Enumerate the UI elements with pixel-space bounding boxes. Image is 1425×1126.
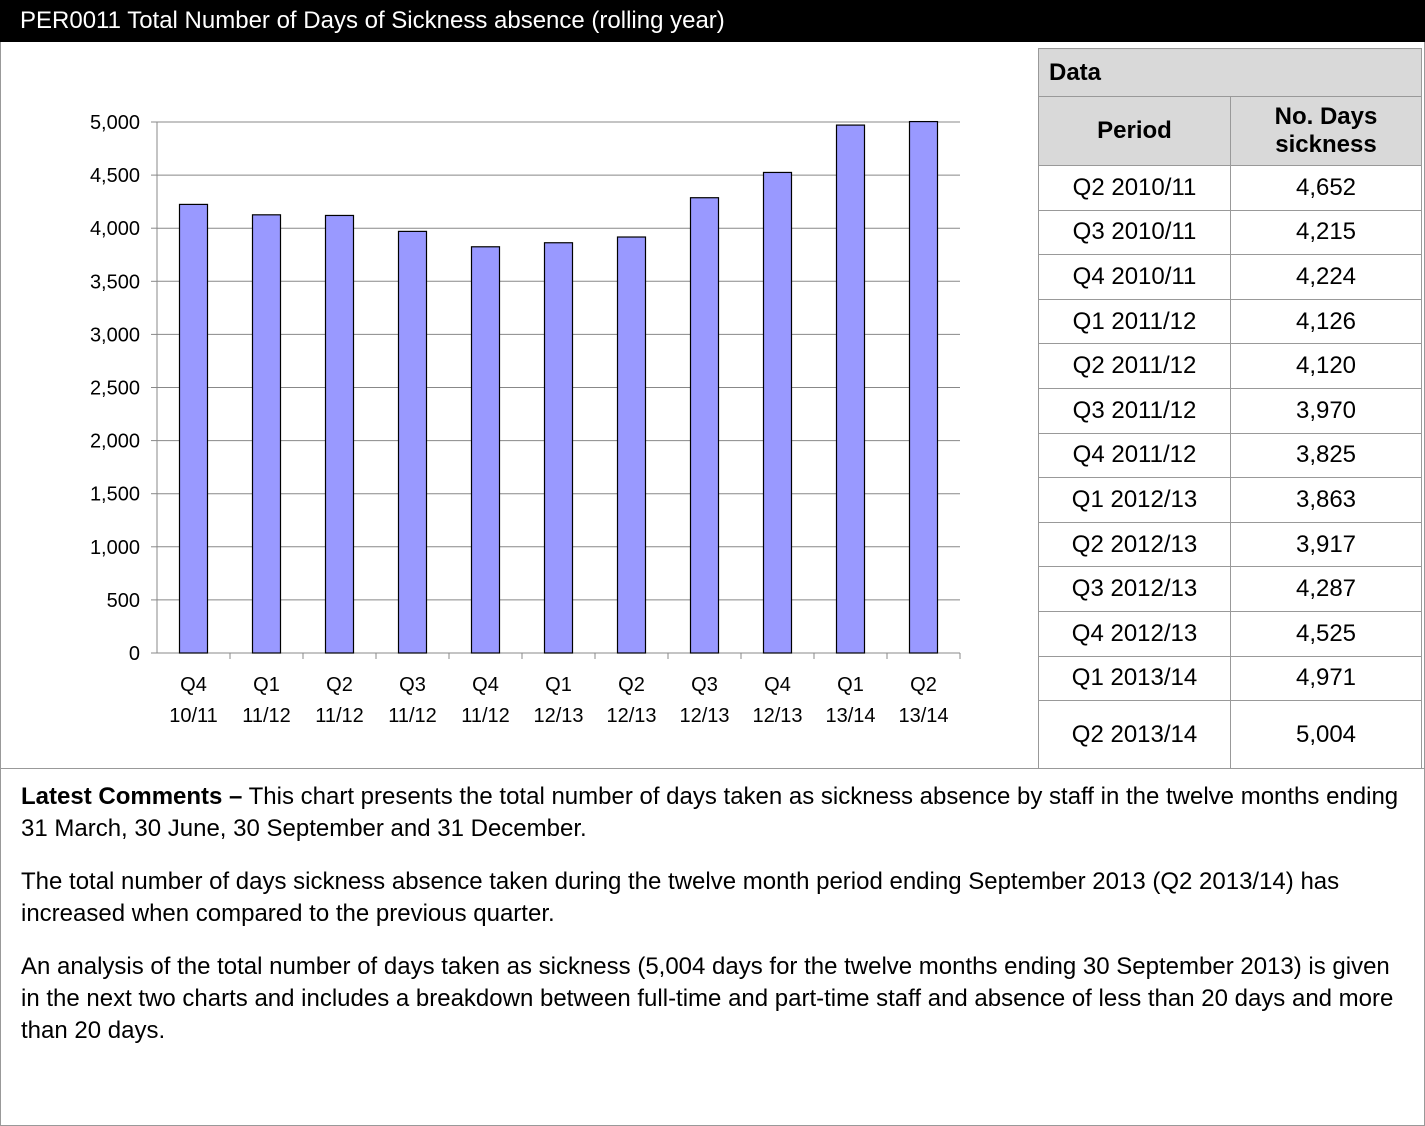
table-period: Q2 2012/13 xyxy=(1038,521,1231,568)
header-title: PER0011 Total Number of Days of Sickness… xyxy=(0,0,1425,42)
bar xyxy=(178,203,209,654)
table-period: Q2 2010/11 xyxy=(1038,165,1231,211)
table-period: Q2 2011/12 xyxy=(1038,343,1231,389)
comment-paragraph: Latest Comments – This chart presents th… xyxy=(21,781,1401,845)
border xyxy=(0,42,1,768)
comment-text: This chart presents the total number of … xyxy=(21,783,1399,842)
comments: Latest Comments – This chart presents th… xyxy=(0,768,1425,1126)
x-tick-label: Q2 13/14 xyxy=(898,674,948,727)
table-period: Q3 2010/11 xyxy=(1038,209,1231,256)
bar xyxy=(616,236,647,654)
table-period: Q1 2011/12 xyxy=(1038,298,1231,345)
bar xyxy=(543,242,574,654)
x-tick-label: Q2 12/13 xyxy=(606,674,656,727)
table-period: Q1 2013/14 xyxy=(1038,655,1231,702)
x-tick-label: Q4 11/12 xyxy=(461,674,510,727)
table-period: Q4 2010/11 xyxy=(1038,254,1231,300)
table-value: 4,215 xyxy=(1230,209,1422,256)
x-tick-label: Q1 11/12 xyxy=(242,674,291,727)
table-value: 4,287 xyxy=(1230,566,1422,612)
table-value: 4,525 xyxy=(1230,610,1422,657)
table-title: Data xyxy=(1038,48,1422,97)
comment-lead: Latest Comments – xyxy=(21,783,243,810)
bar xyxy=(251,214,282,654)
chart: 0 500 1,000 1,500 2,000 2,500 3,000 3,500 4,000 4… xyxy=(90,112,961,727)
y-tick-label: 500 xyxy=(107,590,140,612)
y-tick-label: 3,500 xyxy=(90,271,140,293)
table-value: 3,917 xyxy=(1230,521,1422,568)
table-value: 4,126 xyxy=(1230,298,1422,345)
x-tick-label: Q3 12/13 xyxy=(679,674,729,727)
y-tick-label: 4,000 xyxy=(90,218,140,240)
table-value: 5,004 xyxy=(1230,700,1422,770)
bar xyxy=(835,124,866,654)
table-value: 4,971 xyxy=(1230,655,1422,702)
table-value: 4,224 xyxy=(1230,254,1422,300)
bar xyxy=(397,230,428,654)
comment-paragraph: An analysis of the total number of days … xyxy=(21,951,1401,1047)
table-value: 4,120 xyxy=(1230,343,1422,389)
y-tick-label: 4,500 xyxy=(90,165,140,187)
column-header: No. Days sickness xyxy=(1230,96,1422,166)
x-tick-label: Q1 12/13 xyxy=(533,674,583,727)
comment-text: The total number of days sickness absenc… xyxy=(21,868,1340,927)
x-tick-label: Q4 12/13 xyxy=(752,674,802,727)
x-tick-label: Q4 10/11 xyxy=(169,674,218,727)
bar xyxy=(689,197,720,654)
data-table: Data Period No. Days sickness Q2 2010/11… xyxy=(1038,48,1422,770)
x-tick-label: Q2 11/12 xyxy=(315,674,364,727)
comment-paragraph: The total number of days sickness absenc… xyxy=(21,866,1401,930)
table-period: Q2 2013/14 xyxy=(1038,700,1231,770)
bar xyxy=(908,120,939,654)
table-period: Q4 2011/12 xyxy=(1038,432,1231,479)
bar xyxy=(324,214,355,654)
y-tick-label: 3,000 xyxy=(90,324,140,346)
table-period: Q1 2012/13 xyxy=(1038,477,1231,523)
table-period: Q4 2012/13 xyxy=(1038,610,1231,657)
table-value: 3,825 xyxy=(1230,432,1422,479)
bar xyxy=(470,246,501,654)
y-tick-label: 5,000 xyxy=(90,112,140,134)
table-period: Q3 2012/13 xyxy=(1038,566,1231,612)
table-value: 3,863 xyxy=(1230,477,1422,523)
y-tick-label: 1,000 xyxy=(90,537,140,559)
table-period: Q3 2011/12 xyxy=(1038,387,1231,434)
y-tick-label: 2,500 xyxy=(90,378,140,400)
y-tick-label: 1,500 xyxy=(90,484,140,506)
bar xyxy=(762,171,793,654)
y-tick-label: 2,000 xyxy=(90,431,140,453)
table-value: 3,970 xyxy=(1230,387,1422,434)
x-tick-label: Q3 11/12 xyxy=(388,674,437,727)
column-header: Period xyxy=(1038,96,1231,166)
y-tick-label: 0 xyxy=(129,643,140,665)
x-tick-label: Q1 13/14 xyxy=(825,674,875,727)
comment-text: An analysis of the total number of days … xyxy=(21,953,1394,1044)
table-value: 4,652 xyxy=(1230,165,1422,211)
